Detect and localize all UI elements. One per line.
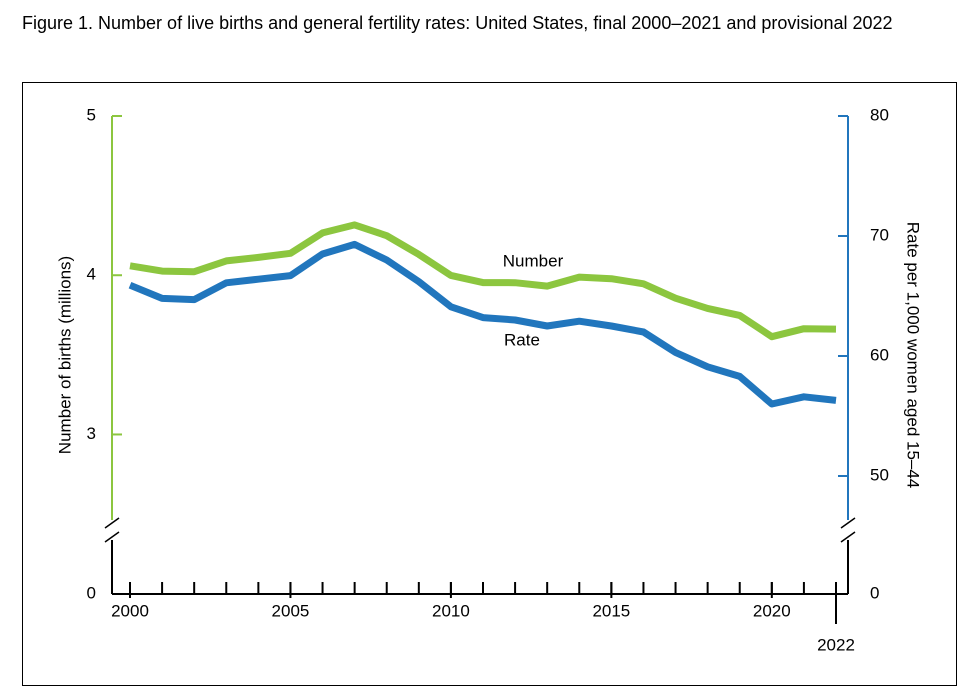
axis-break	[104, 531, 120, 543]
x-tick-label: 2010	[432, 601, 470, 620]
x-tick-label: 2020	[753, 601, 791, 620]
x-tick-label: 2000	[111, 601, 149, 620]
series-label: Rate	[504, 330, 540, 349]
frame	[22, 82, 957, 686]
y2-tick-label: 0	[870, 583, 879, 602]
series-line	[129, 221, 837, 341]
y-tick-label: 5	[87, 105, 96, 124]
y2-axis-label: Rate per 1,000 women aged 15–44	[904, 222, 923, 489]
series-label: Number	[503, 251, 564, 270]
y-tick-label: 0	[87, 583, 96, 602]
series-line	[128, 240, 837, 408]
y2-tick-label: 60	[870, 345, 889, 364]
y-tick-label: 4	[87, 265, 96, 284]
y2-tick-label: 70	[870, 225, 889, 244]
axis-break	[104, 517, 120, 529]
axis-break	[840, 517, 856, 529]
x-tick-label: 2005	[272, 601, 310, 620]
y2-tick-label: 80	[870, 105, 889, 124]
y-axis-label: Number of births (millions)	[55, 256, 74, 454]
x-tick-label: 2015	[592, 601, 630, 620]
y-tick-label: 3	[87, 424, 96, 443]
x-tick-label: 2022	[817, 635, 855, 654]
chart-title: Figure 1. Number of live births and gene…	[22, 13, 893, 33]
axis-break	[840, 531, 856, 543]
y2-tick-label: 50	[870, 465, 889, 484]
